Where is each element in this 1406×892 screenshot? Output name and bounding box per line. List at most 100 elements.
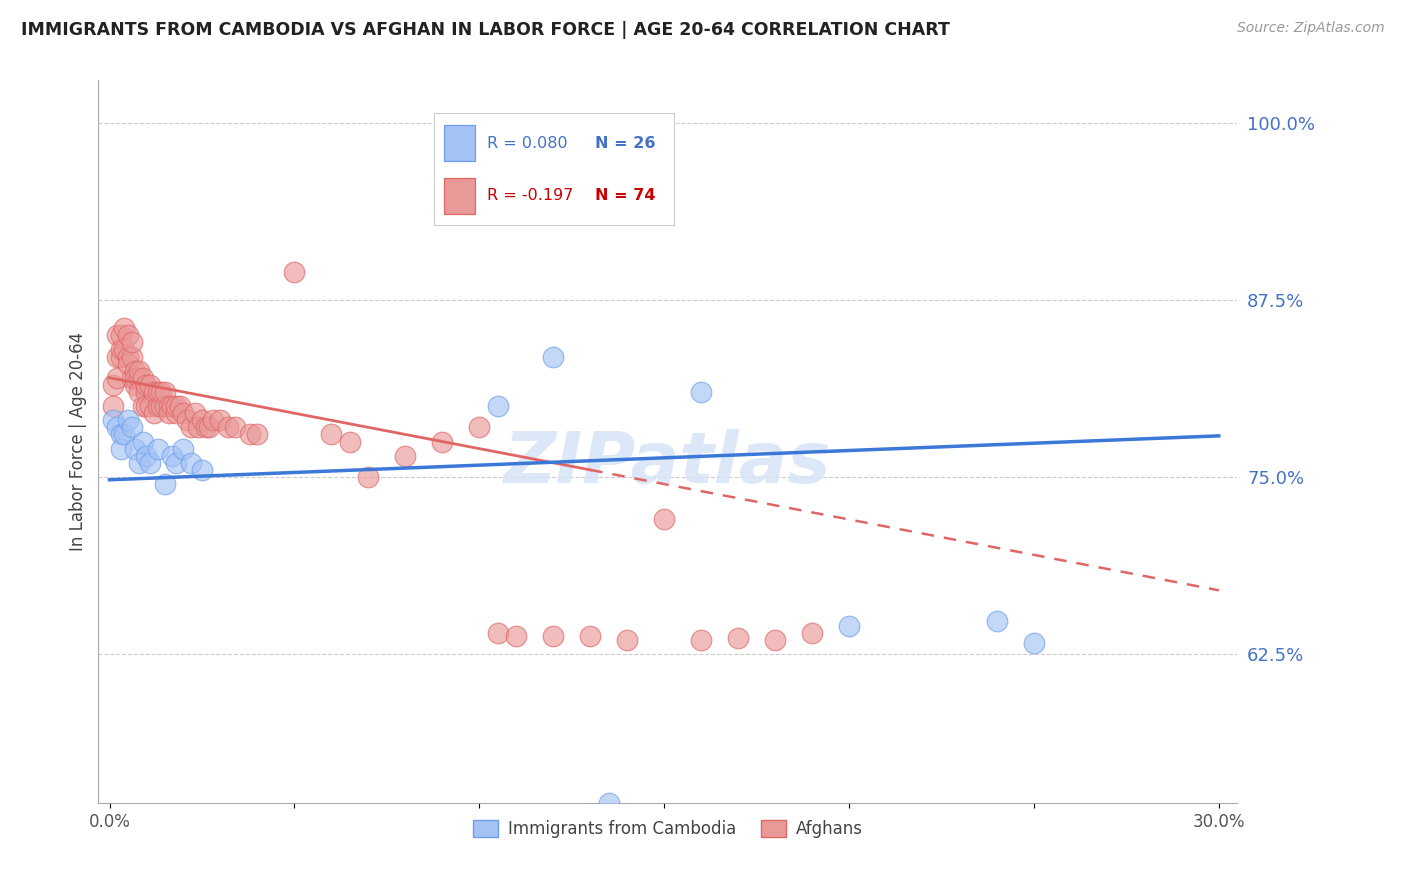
Point [202, 413, 225, 427]
Point [194, 420, 217, 434]
Point [142, 406, 165, 420]
Text: Source: ZipAtlas.com: Source: ZipAtlas.com [1237, 21, 1385, 35]
Point [112, 321, 135, 335]
Point [117, 413, 139, 427]
Point [139, 456, 162, 470]
Point [110, 442, 132, 456]
Point [652, 512, 675, 526]
Point [124, 377, 146, 392]
Point [468, 420, 491, 434]
Point [121, 371, 143, 385]
Point [763, 632, 786, 647]
Point [139, 399, 162, 413]
Point [172, 442, 194, 456]
Point [616, 632, 638, 647]
Point [541, 350, 564, 364]
Point [157, 399, 180, 413]
Point [157, 406, 180, 420]
Point [135, 399, 157, 413]
Text: ZIPatlas: ZIPatlas [505, 429, 831, 498]
Point [128, 384, 150, 399]
Point [209, 413, 232, 427]
Point [432, 434, 454, 449]
Point [142, 384, 165, 399]
Point [132, 371, 155, 385]
Point [139, 377, 162, 392]
Point [105, 328, 128, 343]
Point [541, 629, 564, 643]
Point [394, 449, 416, 463]
Point [180, 420, 202, 434]
Point [357, 470, 380, 484]
Point [103, 377, 125, 392]
Point [579, 629, 602, 643]
Point [117, 357, 139, 371]
Point [124, 442, 146, 456]
Point [121, 335, 143, 350]
Point [150, 384, 173, 399]
Point [146, 399, 169, 413]
Point [110, 328, 132, 343]
Point [246, 427, 269, 442]
Point [110, 343, 132, 357]
Point [690, 632, 713, 647]
Point [162, 449, 184, 463]
Point [162, 399, 184, 413]
Point [103, 399, 125, 413]
Point [191, 463, 214, 477]
Point [486, 399, 509, 413]
Point [112, 343, 135, 357]
Point [128, 371, 150, 385]
Point [183, 406, 205, 420]
Point [117, 350, 139, 364]
Point [135, 449, 157, 463]
Point [690, 384, 713, 399]
Point [198, 420, 221, 434]
Point [239, 427, 262, 442]
Point [117, 328, 139, 343]
Point [153, 399, 176, 413]
Point [121, 350, 143, 364]
Point [986, 615, 1008, 629]
Point [165, 456, 187, 470]
Point [121, 420, 143, 434]
Point [191, 413, 214, 427]
Point [165, 406, 187, 420]
Point [1022, 636, 1045, 650]
Point [187, 420, 209, 434]
Point [110, 427, 132, 442]
Point [339, 434, 361, 449]
Point [135, 377, 157, 392]
Point [180, 456, 202, 470]
Point [153, 477, 176, 491]
Point [124, 364, 146, 378]
Point [146, 384, 169, 399]
Point [124, 371, 146, 385]
Point [132, 434, 155, 449]
Point [801, 625, 824, 640]
Point [105, 350, 128, 364]
Point [105, 420, 128, 434]
Point [112, 427, 135, 442]
Point [283, 264, 305, 278]
Legend: Immigrants from Cambodia, Afghans: Immigrants from Cambodia, Afghans [465, 814, 870, 845]
Point [838, 618, 860, 632]
Point [172, 406, 194, 420]
Point [486, 625, 509, 640]
Point [321, 427, 343, 442]
Point [169, 399, 191, 413]
Point [150, 399, 173, 413]
Point [598, 796, 620, 810]
Point [224, 420, 246, 434]
Point [105, 371, 128, 385]
Point [128, 364, 150, 378]
Point [128, 456, 150, 470]
Text: IMMIGRANTS FROM CAMBODIA VS AFGHAN IN LABOR FORCE | AGE 20-64 CORRELATION CHART: IMMIGRANTS FROM CAMBODIA VS AFGHAN IN LA… [21, 21, 950, 38]
Point [505, 629, 527, 643]
Point [153, 384, 176, 399]
Point [146, 442, 169, 456]
Point [165, 399, 187, 413]
Point [135, 384, 157, 399]
Point [110, 350, 132, 364]
Point [217, 420, 239, 434]
